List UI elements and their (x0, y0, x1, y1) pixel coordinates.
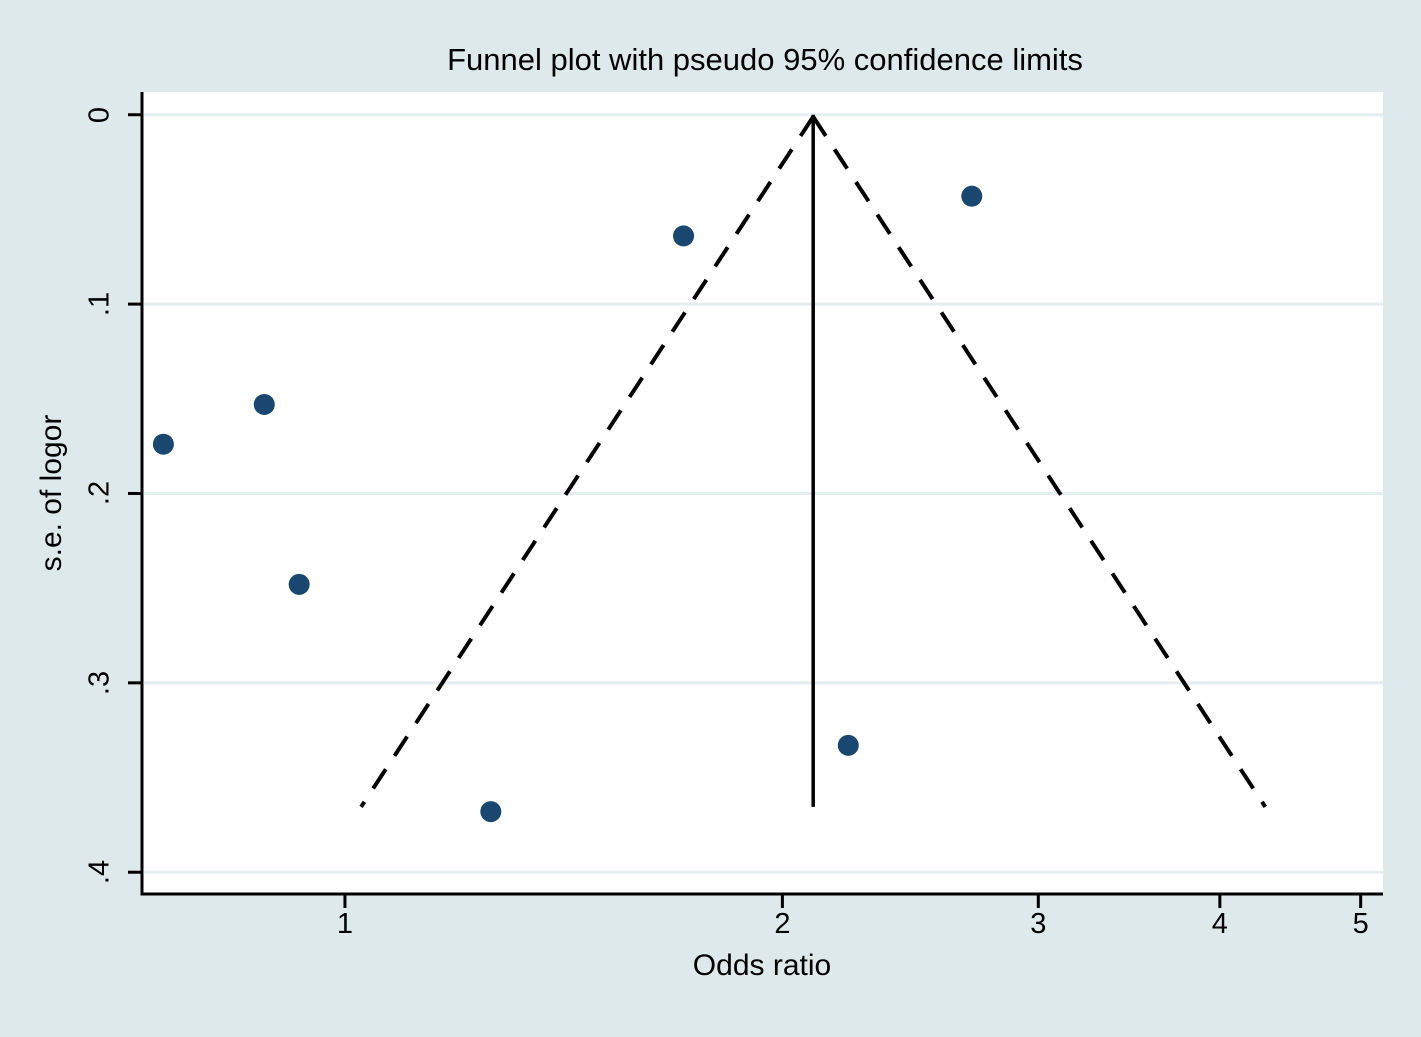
data-point (961, 185, 983, 207)
x-axis-title: Odds ratio (692, 949, 832, 982)
x-tick-label: 3 (1030, 908, 1047, 940)
chart-title: Funnel plot with pseudo 95% confidence l… (447, 42, 1083, 77)
data-point (253, 393, 275, 415)
x-tick-label: 4 (1211, 908, 1228, 940)
data-point (673, 225, 695, 247)
data-point (480, 801, 502, 823)
data-point (288, 573, 310, 595)
x-tick-label: 1 (336, 908, 354, 940)
funnel-lower-ci-line (359, 115, 815, 808)
y-tick-label: .4 (83, 860, 116, 885)
y-tick-label: .3 (83, 670, 116, 695)
y-tick-label: 0 (83, 106, 116, 123)
data-point (152, 433, 174, 455)
y-tick-label: .2 (83, 481, 116, 506)
x-tick-label: 2 (774, 908, 791, 940)
y-axis-title: s.e. of logor (35, 414, 68, 572)
x-tick-label: 5 (1352, 908, 1369, 940)
y-tick-label: .1 (83, 292, 116, 317)
data-point (837, 734, 859, 756)
funnel-upper-ci-line (811, 115, 1267, 808)
